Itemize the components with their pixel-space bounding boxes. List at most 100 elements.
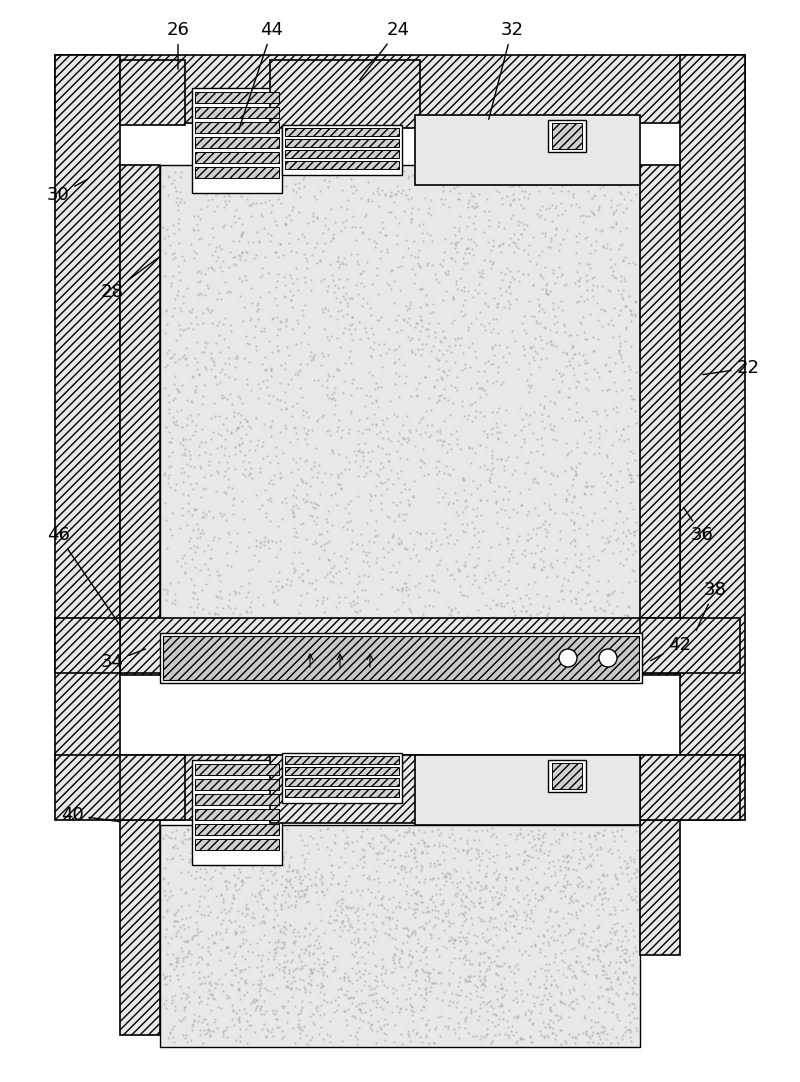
Point: [405, 387, 418, 405]
Point: [616, 1030, 629, 1047]
Point: [331, 874, 344, 892]
Point: [584, 933, 597, 950]
Point: [215, 437, 228, 454]
Point: [285, 291, 298, 308]
Bar: [285, 138, 399, 147]
Point: [159, 359, 172, 377]
Point: [186, 1021, 198, 1039]
Point: [444, 867, 457, 884]
Point: [442, 962, 455, 979]
Point: [528, 994, 541, 1012]
Point: [567, 992, 580, 1010]
Point: [542, 879, 554, 896]
Point: [197, 525, 210, 542]
Point: [622, 418, 634, 435]
Point: [345, 492, 358, 510]
Point: [607, 167, 620, 184]
Point: [346, 919, 358, 936]
Point: [354, 981, 367, 999]
Point: [539, 227, 552, 245]
Point: [537, 926, 550, 944]
Point: [478, 355, 491, 372]
Point: [578, 324, 590, 341]
Point: [370, 415, 382, 433]
Point: [434, 885, 446, 902]
Point: [201, 1025, 214, 1042]
Point: [481, 1026, 494, 1043]
Point: [174, 169, 186, 186]
Point: [415, 844, 428, 861]
Point: [445, 343, 458, 360]
Point: [606, 880, 618, 897]
Point: [310, 469, 323, 486]
Point: [526, 558, 539, 576]
Point: [234, 961, 246, 978]
Point: [310, 412, 323, 430]
Point: [342, 973, 355, 990]
Point: [620, 298, 633, 315]
Point: [366, 443, 378, 460]
Point: [248, 1001, 261, 1018]
Point: [481, 567, 494, 584]
Point: [358, 592, 371, 609]
Point: [191, 221, 204, 238]
Point: [438, 381, 450, 398]
Point: [566, 841, 579, 858]
Point: [402, 1022, 414, 1040]
Point: [506, 322, 518, 340]
Point: [607, 162, 620, 180]
Point: [335, 428, 348, 446]
Point: [573, 855, 586, 872]
Point: [410, 896, 423, 913]
Point: [361, 294, 374, 312]
Point: [529, 500, 542, 517]
Point: [202, 974, 215, 991]
Point: [466, 289, 479, 306]
Point: [458, 356, 471, 373]
Point: [453, 162, 466, 180]
Point: [286, 503, 299, 520]
Point: [419, 980, 432, 998]
Point: [476, 880, 489, 897]
Point: [538, 845, 550, 862]
Point: [370, 374, 383, 392]
Point: [605, 198, 618, 215]
Point: [382, 908, 395, 925]
Point: [450, 368, 463, 385]
Point: [238, 447, 251, 464]
Point: [166, 839, 179, 856]
Point: [404, 941, 417, 959]
Point: [326, 950, 339, 967]
Point: [282, 207, 295, 224]
Point: [382, 911, 395, 928]
Point: [158, 229, 170, 247]
Point: [490, 956, 502, 974]
Point: [567, 338, 580, 355]
Point: [162, 423, 175, 440]
Point: [186, 931, 198, 948]
Point: [421, 224, 434, 241]
Point: [372, 286, 385, 303]
Point: [362, 444, 374, 461]
Point: [230, 349, 243, 367]
Point: [168, 415, 181, 433]
Point: [418, 963, 431, 980]
Point: [352, 963, 365, 980]
Point: [414, 280, 427, 298]
Point: [379, 961, 392, 978]
Point: [372, 896, 385, 913]
Point: [341, 269, 354, 287]
Point: [469, 558, 482, 576]
Point: [306, 351, 319, 368]
Point: [214, 291, 227, 308]
Point: [363, 837, 376, 855]
Point: [538, 224, 551, 241]
Point: [442, 199, 455, 216]
Point: [622, 430, 634, 447]
Point: [458, 1011, 471, 1028]
Point: [215, 903, 228, 921]
Point: [450, 552, 462, 569]
Point: [317, 242, 330, 260]
Point: [306, 964, 318, 981]
Point: [388, 294, 401, 312]
